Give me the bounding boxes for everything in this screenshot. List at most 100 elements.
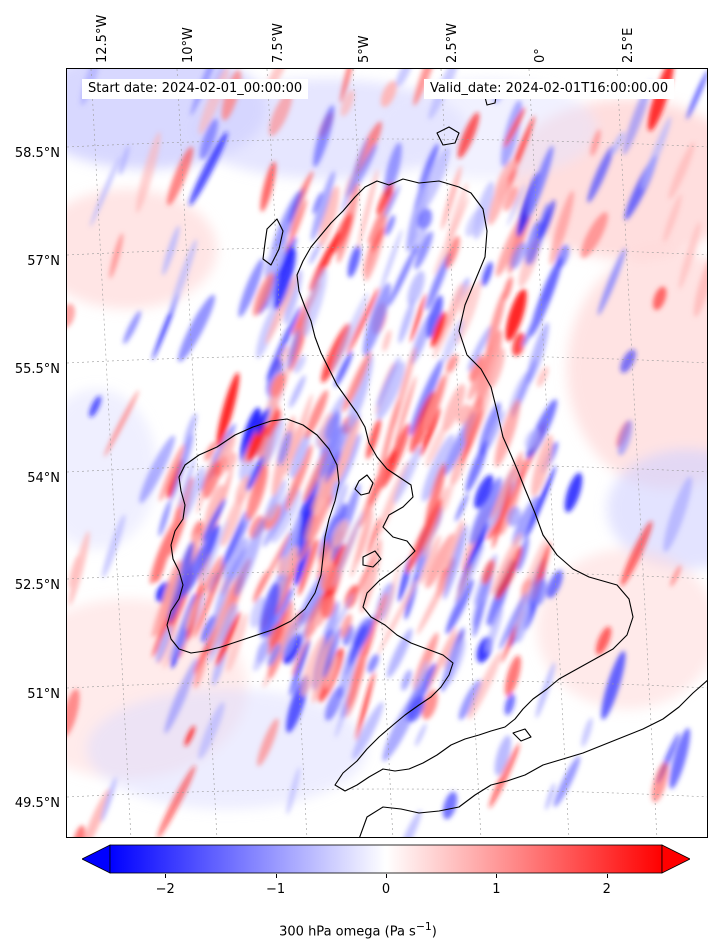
ascent-streak xyxy=(366,517,381,557)
descent-streak xyxy=(407,695,425,723)
descent-streak xyxy=(265,587,294,638)
meridian-line xyxy=(266,69,308,837)
meridian-line xyxy=(616,69,658,837)
descent-streak xyxy=(181,466,205,521)
ascent-streak xyxy=(381,560,401,635)
descent-streak xyxy=(417,208,433,230)
ascent-streak xyxy=(425,463,446,530)
descent-streak xyxy=(514,602,530,643)
ascent-streak xyxy=(203,460,222,499)
ascent-streak xyxy=(68,531,90,606)
descent-streak xyxy=(393,446,422,504)
descent-streak xyxy=(286,328,300,370)
lat-label-55-5n: 55.5°N xyxy=(14,362,60,377)
meridian-line xyxy=(528,69,570,837)
descent-streak xyxy=(102,514,126,579)
ascent-streak xyxy=(494,399,521,467)
descent-streak xyxy=(189,131,228,206)
descent-streak xyxy=(334,351,353,388)
ascent-streak xyxy=(331,213,353,254)
descent-streak xyxy=(313,105,335,168)
descent-streak xyxy=(200,519,228,588)
ascent-streak xyxy=(359,538,382,614)
lon-label-5w: 5°W xyxy=(357,35,372,63)
descent-streak xyxy=(169,239,198,313)
descent-streak xyxy=(407,270,425,307)
descent-streak xyxy=(445,578,474,635)
ascent-streak xyxy=(284,545,299,577)
colorbar-tickmark xyxy=(386,874,387,878)
descent-streak xyxy=(379,229,403,292)
descent-streak xyxy=(425,251,451,311)
ascent-streak xyxy=(304,389,329,439)
descent-streak xyxy=(398,298,415,344)
ascent-streak xyxy=(366,418,382,460)
ascent-streak xyxy=(109,233,124,279)
ascent-streak xyxy=(342,351,372,413)
descent-streak xyxy=(663,476,692,552)
ascent-streak xyxy=(445,519,465,570)
lon-label-2-5e: 2.5°E xyxy=(621,27,636,63)
descent-streak xyxy=(367,653,379,673)
colorbar-label-end: ) xyxy=(431,924,437,940)
ascent-streak xyxy=(549,190,574,266)
descent-streak xyxy=(454,492,469,522)
descent-streak xyxy=(324,685,344,721)
ascent-streak xyxy=(346,287,380,355)
colorbar-extend-high xyxy=(661,844,691,874)
descent-streak xyxy=(352,617,373,649)
descent-streak xyxy=(293,354,306,374)
descent-streak xyxy=(199,118,218,160)
ascent-streak xyxy=(381,423,411,489)
lat-label-52-5n: 52.5°N xyxy=(14,578,60,593)
lat-label-57n: 57°N xyxy=(27,254,60,269)
descent-streak xyxy=(524,429,540,450)
ascent-streak xyxy=(364,214,387,282)
ascent-streak xyxy=(475,329,503,410)
ascent-streak xyxy=(199,555,223,599)
descent-streak xyxy=(324,414,339,441)
colorbar xyxy=(81,844,691,874)
descent-streak xyxy=(180,524,221,599)
ascent-streak xyxy=(668,142,695,200)
ascent-streak xyxy=(490,450,523,520)
ascent-streak xyxy=(303,539,316,583)
field-blob xyxy=(537,549,707,709)
descent-streak xyxy=(255,301,280,359)
descent-streak xyxy=(234,518,265,597)
descent-streak xyxy=(414,231,433,270)
ascent-streak xyxy=(457,112,480,159)
colorbar-tickmark xyxy=(606,874,608,878)
ascent-streak xyxy=(459,283,473,313)
start-date-label: Start date: 2024-02-01_00:00:00 xyxy=(82,79,309,99)
ascent-streak xyxy=(486,289,507,353)
ascent-streak xyxy=(225,452,237,472)
ascent-streak xyxy=(425,422,448,467)
ascent-streak xyxy=(358,461,390,528)
ascent-streak xyxy=(425,533,455,589)
ascent-streak xyxy=(331,519,349,547)
descent-streak xyxy=(259,582,280,638)
descent-streak xyxy=(289,374,306,409)
ascent-streak xyxy=(235,475,251,505)
descent-streak xyxy=(418,147,450,214)
lon-label-7-5w: 7.5°W xyxy=(271,22,286,63)
ascent-streak xyxy=(284,199,308,254)
descent-streak xyxy=(442,791,458,820)
lat-label-54n: 54°N xyxy=(27,471,60,486)
ascent-streak xyxy=(220,493,244,547)
descent-streak xyxy=(617,419,633,456)
descent-streak xyxy=(302,267,328,338)
parallel-line xyxy=(67,463,707,473)
descent-streak xyxy=(264,245,283,280)
descent-streak xyxy=(119,145,130,176)
descent-streak xyxy=(546,569,563,599)
descent-streak xyxy=(238,258,264,318)
lon-label-10w: 10°W xyxy=(181,27,196,63)
descent-streak xyxy=(669,728,691,789)
descent-streak xyxy=(486,409,506,451)
graticule-lines xyxy=(67,69,707,837)
descent-streak xyxy=(341,137,368,214)
orkney-coast xyxy=(436,126,460,146)
ascent-streak xyxy=(422,689,438,720)
